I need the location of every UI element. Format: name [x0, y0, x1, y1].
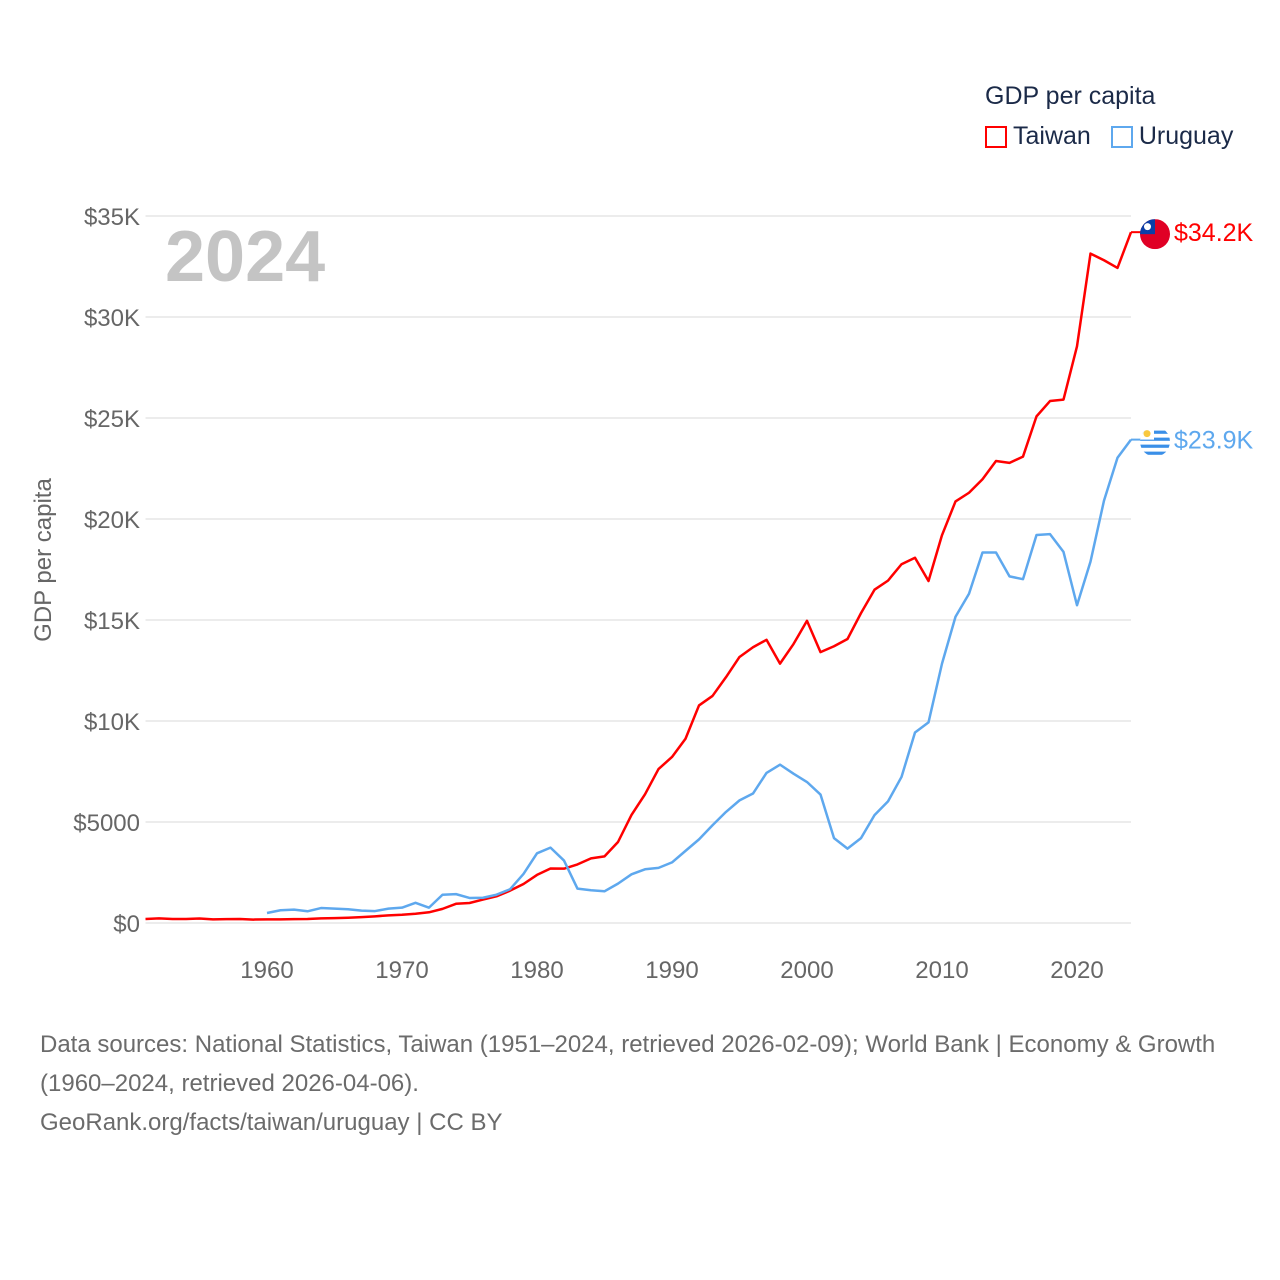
x-tick-label: 1970 — [375, 957, 428, 984]
x-tick-label: 2020 — [1050, 957, 1103, 984]
y-tick-label: $30K — [84, 305, 140, 332]
x-axis-ticks: 1960 1970 1980 1990 2000 2010 2020 — [240, 957, 1103, 984]
end-value-label-taiwan: $34.2K — [1174, 219, 1254, 247]
legend-item-taiwan[interactable]: Taiwan — [985, 122, 1091, 151]
data-sources: Data sources: National Statistics, Taiwa… — [40, 1031, 1216, 1097]
series-line-uruguay — [266, 438, 1133, 915]
y-tick-label: $20K — [84, 507, 140, 534]
end-value-label-uruguay: $23.9K — [1174, 427, 1254, 455]
y-tick-label: $10K — [84, 709, 140, 736]
credit-link[interactable]: GeoRank.org/facts/taiwan/uruguay | CC BY — [40, 1109, 503, 1136]
y-tick-label: $0 — [113, 911, 140, 938]
y-axis-ticks: $0 $5000 $10K $15K $20K $25K $30K $35K — [73, 204, 140, 938]
legend-swatch-uruguay — [1110, 125, 1133, 148]
legend-item-uruguay[interactable]: Uruguay — [1110, 122, 1234, 151]
series-lines: $34.2K $23.9K — [145, 219, 1254, 921]
uruguay-flag-icon — [1140, 426, 1170, 457]
legend-label-taiwan: Taiwan — [1013, 122, 1091, 150]
legend-label-uruguay: Uruguay — [1138, 122, 1234, 150]
year-overlay: 2024 — [165, 217, 325, 297]
y-tick-label: $25K — [84, 406, 140, 433]
x-tick-label: 1960 — [240, 957, 293, 984]
x-tick-label: 1980 — [510, 957, 563, 984]
y-tick-label: $35K — [84, 204, 140, 231]
legend-title: GDP per capita — [985, 82, 1156, 110]
legend-swatch-taiwan — [985, 125, 1007, 148]
y-tick-label: $5000 — [73, 810, 140, 837]
x-tick-label: 1990 — [645, 957, 698, 984]
taiwan-flag-icon — [1140, 219, 1170, 250]
gridlines — [145, 215, 1131, 924]
x-tick-label: 2000 — [780, 957, 833, 984]
legend: Taiwan Uruguay — [985, 122, 1233, 151]
x-tick-label: 2010 — [915, 957, 968, 984]
y-axis-label: GDP per capita — [30, 478, 57, 642]
series-line-taiwan — [145, 231, 1133, 921]
footer: Data sources: National Statistics, Taiwa… — [40, 1025, 1240, 1142]
y-tick-label: $15K — [84, 608, 140, 635]
